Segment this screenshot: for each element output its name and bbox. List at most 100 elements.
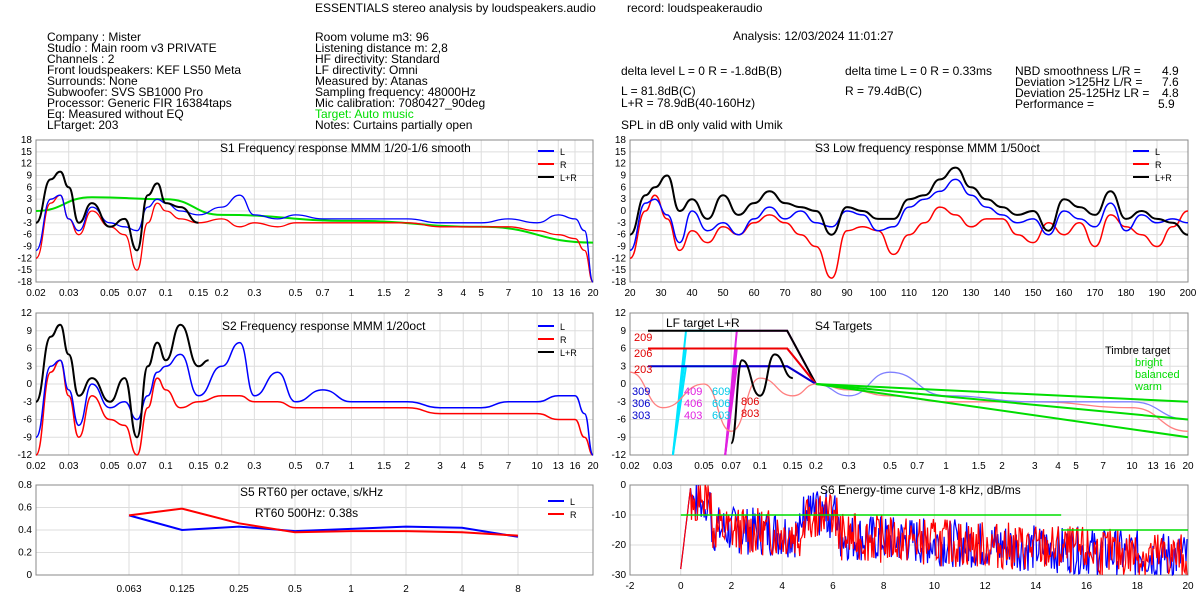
x-tick-label: 0.3 [247, 288, 261, 299]
info-left-line: Subwoofer: SVS SB1000 Pro [47, 85, 204, 99]
x-tick-label: 2 [999, 461, 1005, 472]
x-tick-label: 80 [810, 288, 822, 299]
x-tick-label: 2 [729, 581, 735, 592]
plot-border [35, 312, 594, 456]
info-left-line: Company : Mister [47, 30, 142, 44]
x-tick-label: 60 [748, 288, 760, 299]
x-tick-label: 90 [841, 288, 853, 299]
lf-target-line [648, 347, 817, 385]
x-tick-label: 0.1 [159, 461, 173, 472]
deviation-low-value: 4.8 [1162, 86, 1179, 100]
x-tick-label: 1.5 [377, 288, 391, 299]
y-tick-label: 9 [26, 171, 32, 182]
x-tick-label: 5 [1073, 461, 1079, 472]
timbre-item: balanced [1135, 369, 1180, 381]
x-tick-label: 13 [553, 288, 565, 299]
x-tick-label: 4 [459, 584, 465, 595]
x-tick-label: 14 [1030, 581, 1042, 592]
plot-border [35, 484, 594, 576]
x-tick-label: 10 [929, 581, 941, 592]
x-tick-label: 2 [405, 461, 411, 472]
legend-label: L [1155, 147, 1160, 157]
chart-title-S3: S3 Low frequency response MMM 1/50oct [815, 141, 1040, 155]
info-mid-line: LF directivity: Omni [315, 63, 418, 77]
lf-code-red: 203 [634, 364, 652, 376]
y-tick-label: -6 [23, 415, 32, 426]
x-tick-label: 0.15 [189, 288, 209, 299]
info-mid-line: Target: Auto music [315, 107, 414, 121]
timbre-item: bright [1135, 357, 1163, 369]
x-tick-label: 0 [678, 581, 684, 592]
x-tick-label: 0.07 [127, 461, 147, 472]
y-tick-label: 6 [620, 182, 626, 193]
info-mid-line: Mic calibration: 7080427_90deg [315, 96, 486, 110]
x-tick-label: 120 [932, 288, 949, 299]
x-tick-label: 7 [1100, 461, 1106, 472]
info-mid-line: HF directivity: Standard [315, 52, 440, 66]
chart-title-S6: S6 Energy-time curve 1-8 kHz, dB/ms [820, 483, 1021, 497]
x-tick-label: 0.05 [100, 288, 120, 299]
x-tick-label: 100 [870, 288, 887, 299]
y-tick-label: 12 [21, 159, 33, 170]
x-tick-label: 4 [460, 461, 466, 472]
y-tick-label: 12 [615, 159, 627, 170]
x-tick-label: 0.7 [316, 288, 330, 299]
series-line-LR [35, 323, 209, 439]
deviation-high-value: 7.6 [1162, 75, 1179, 89]
record-label: record: loudspeakeraudio [627, 1, 763, 15]
info-mid-line: Sampling frequency: 48000Hz [315, 85, 476, 99]
x-tick-label: 18 [1132, 581, 1144, 592]
x-tick-label: -2 [626, 581, 635, 592]
lf-code-cyan: 606 [712, 398, 730, 410]
x-tick-label: 0.02 [26, 461, 46, 472]
x-tick-label: 0.07 [721, 461, 741, 472]
x-tick-label: 0.2 [215, 461, 229, 472]
legend-label: R [560, 335, 567, 345]
x-tick-label: 3 [437, 461, 443, 472]
y-tick-label: -18 [18, 277, 33, 288]
x-tick-label: 0.5 [883, 461, 897, 472]
x-tick-label: 70 [779, 288, 791, 299]
series-line-LR [35, 170, 199, 252]
series-line-R [35, 194, 594, 283]
x-tick-label: 0.1 [159, 288, 173, 299]
y-tick-label: 0.2 [18, 548, 32, 559]
y-tick-label: 0.6 [18, 503, 32, 514]
x-tick-label: 13 [553, 461, 565, 472]
x-tick-label: 20 [624, 288, 636, 299]
spl-right: R = 79.4dB(C) [845, 84, 923, 98]
x-tick-label: 140 [994, 288, 1011, 299]
x-tick-label: 16 [1164, 461, 1176, 472]
performance-label: Performance = [1015, 97, 1095, 111]
analysis-date: Analysis: 12/03/2024 11:01:27 [733, 29, 894, 43]
x-tick-label: 190 [1149, 288, 1166, 299]
x-tick-label: 1 [349, 461, 355, 472]
y-tick-label: 0 [620, 480, 626, 491]
x-tick-label: 12 [980, 581, 992, 592]
timbre-title: Timbre target [1105, 345, 1170, 357]
series-line-L [629, 178, 1189, 252]
x-tick-label: 16 [569, 288, 581, 299]
x-tick-label: 4 [779, 581, 785, 592]
deviation-high-label: Deviation >125Hz L/R = [1015, 75, 1143, 89]
lf-target-title: LF target L+R [666, 316, 740, 330]
x-tick-label: 3 [1032, 461, 1038, 472]
info-mid-line: Listening distance m: 2,8 [315, 41, 448, 55]
x-tick-label: 0.5 [289, 461, 303, 472]
x-tick-label: 0.15 [783, 461, 803, 472]
y-tick-label: -3 [23, 218, 32, 229]
y-tick-label: -15 [612, 265, 627, 276]
x-tick-label: 130 [963, 288, 980, 299]
legend-label: L [570, 497, 575, 507]
y-tick-label: -6 [617, 415, 626, 426]
y-tick-label: 6 [26, 182, 32, 193]
x-tick-label: 0.02 [620, 461, 640, 472]
chart-title-S5: S5 RT60 per octave, s/kHz [240, 485, 383, 499]
x-tick-label: 0.2 [809, 461, 823, 472]
timbre-item: warm [1134, 381, 1162, 393]
y-tick-label: -30 [612, 570, 627, 581]
legend-label: L+R [560, 173, 577, 183]
x-tick-label: 8 [515, 584, 521, 595]
rt60-line-R [128, 507, 519, 537]
measured-L-faint [815, 371, 1189, 421]
